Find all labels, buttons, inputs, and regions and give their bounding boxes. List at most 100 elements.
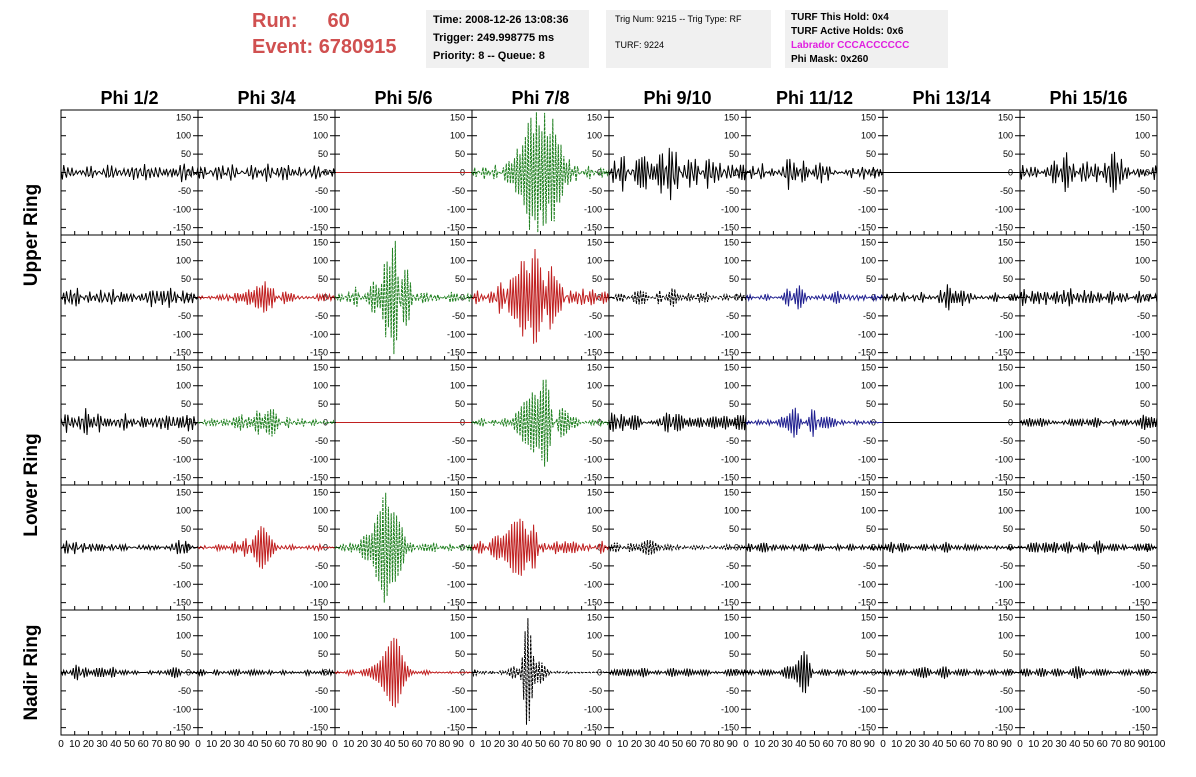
y-tick-label: 50 — [729, 524, 739, 534]
x-tick-label: 0 — [58, 739, 64, 750]
y-tick-label: -100 — [995, 329, 1013, 339]
y-tick-label: -150 — [173, 223, 191, 233]
y-tick-label: -100 — [584, 329, 602, 339]
y-tick-label: -50 — [315, 561, 328, 571]
x-tick-label: 40 — [110, 739, 122, 750]
x-tick-label: 50 — [672, 739, 684, 750]
y-tick-label: -100 — [995, 579, 1013, 589]
y-tick-label: 0 — [871, 543, 876, 553]
x-tick-label: 60 — [960, 739, 972, 750]
y-tick-label: 50 — [1003, 524, 1013, 534]
x-tick-label: 90 — [1138, 739, 1150, 750]
column-header: Phi 9/10 — [643, 88, 711, 108]
y-tick-label: -100 — [310, 579, 328, 589]
waveform-trace — [608, 412, 747, 433]
y-tick-label: 50 — [592, 274, 602, 284]
y-tick-label: 0 — [1145, 168, 1150, 178]
y-tick-label: -150 — [447, 473, 465, 483]
y-tick-label: 50 — [866, 649, 876, 659]
waveform-trace — [197, 281, 336, 313]
x-tick-label: 0 — [332, 739, 338, 750]
y-tick-label: 50 — [592, 649, 602, 659]
x-tick-label: 50 — [1083, 739, 1095, 750]
y-tick-label: 150 — [450, 362, 465, 372]
x-tick-label: 80 — [1124, 739, 1136, 750]
waveform-trace — [745, 651, 884, 694]
waveform-trace — [197, 163, 336, 182]
y-tick-label: -50 — [1137, 686, 1150, 696]
turf-text: TURF: 9224 — [615, 40, 665, 50]
priority-text: Priority: 8 -- Queue: 8 — [433, 50, 545, 62]
y-tick-label: 100 — [450, 381, 465, 391]
y-tick-label: -50 — [452, 561, 465, 571]
y-tick-label: 0 — [460, 543, 465, 553]
x-tick-label: 10 — [891, 739, 903, 750]
y-tick-label: 100 — [313, 381, 328, 391]
x-tick-label: 30 — [234, 739, 246, 750]
y-tick-label: 150 — [1135, 237, 1150, 247]
y-tick-label: -150 — [858, 223, 876, 233]
y-tick-label: 150 — [313, 237, 328, 247]
y-tick-label: -150 — [858, 348, 876, 358]
y-tick-label: 150 — [1135, 612, 1150, 622]
column-header: Phi 5/6 — [374, 88, 432, 108]
run-label: Run: — [252, 10, 298, 32]
y-tick-label: -100 — [310, 329, 328, 339]
y-tick-label: -100 — [173, 329, 191, 339]
y-tick-label: -50 — [178, 311, 191, 321]
y-tick-label: 50 — [318, 399, 328, 409]
y-tick-label: -50 — [863, 686, 876, 696]
x-tick-label: 80 — [576, 739, 588, 750]
x-tick-label: 10 — [754, 739, 766, 750]
x-tick-label: 0 — [1017, 739, 1023, 750]
x-tick-label: 60 — [275, 739, 287, 750]
x-tick-label: 70 — [288, 739, 300, 750]
x-tick-label: 60 — [138, 739, 150, 750]
x-tick-label: 70 — [425, 739, 437, 750]
y-tick-label: 150 — [1135, 112, 1150, 122]
y-tick-label: -50 — [315, 186, 328, 196]
x-tick-label: 80 — [439, 739, 451, 750]
y-tick-label: -100 — [584, 204, 602, 214]
y-tick-label: -100 — [310, 454, 328, 464]
y-tick-label: -50 — [863, 561, 876, 571]
y-tick-label: -50 — [1000, 686, 1013, 696]
panel-frame — [197, 484, 336, 611]
y-tick-label: 150 — [450, 237, 465, 247]
y-tick-label: -150 — [310, 473, 328, 483]
run-event-block: Run: 60 Event: 6780915 — [252, 8, 397, 60]
y-tick-label: -150 — [995, 473, 1013, 483]
waveform-trace — [882, 541, 1021, 554]
y-tick-label: -100 — [995, 454, 1013, 464]
y-tick-label: -100 — [310, 704, 328, 714]
y-tick-label: 50 — [1003, 399, 1013, 409]
panel-frame — [197, 234, 336, 361]
y-tick-label: -100 — [858, 204, 876, 214]
x-tick-label: 40 — [932, 739, 944, 750]
y-tick-label: -100 — [447, 329, 465, 339]
x-tick-label: 0 — [743, 739, 749, 750]
x-tick-label: 80 — [302, 739, 314, 750]
x-tick-label: 10 — [69, 739, 81, 750]
y-tick-label: -50 — [589, 186, 602, 196]
y-tick-label: -150 — [447, 348, 465, 358]
event-line: Event: 6780915 — [252, 34, 397, 60]
panel-frame — [197, 109, 336, 236]
panel-frame — [60, 109, 199, 236]
y-tick-label: -100 — [721, 704, 739, 714]
y-tick-label: 150 — [313, 612, 328, 622]
y-tick-label: 0 — [1145, 543, 1150, 553]
x-tick-label: 90 — [727, 739, 739, 750]
waveform-trace — [60, 287, 199, 308]
x-tick-label: 80 — [165, 739, 177, 750]
x-tick-label: 30 — [97, 739, 109, 750]
x-tick-label: 90 — [1001, 739, 1013, 750]
waveform-trace — [1019, 288, 1158, 307]
y-tick-label: -150 — [721, 348, 739, 358]
waveform-trace — [745, 285, 884, 310]
labrador-text: Labrador CCCACCCCCC — [791, 40, 910, 51]
y-tick-label: 100 — [450, 131, 465, 141]
y-tick-label: 150 — [313, 487, 328, 497]
y-tick-label: 100 — [587, 256, 602, 266]
